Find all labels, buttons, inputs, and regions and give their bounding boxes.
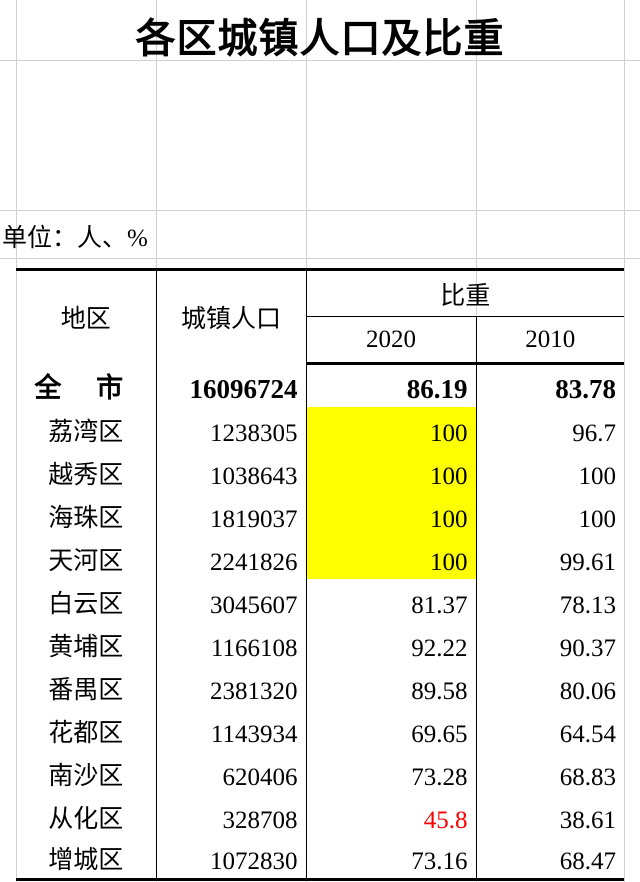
cell-p2010: 99.61 [476, 536, 624, 579]
cell-region: 黄埔区 [16, 622, 156, 665]
cell-population: 3045607 [156, 579, 306, 622]
cell-p2020: 100 [306, 450, 476, 493]
cell-p2020: 73.16 [306, 837, 476, 880]
header-row-1: 地区 城镇人口 比重 [16, 270, 624, 317]
table-row: 越秀区1038643100100 [16, 450, 624, 493]
cell-p2010: 80.06 [476, 665, 624, 708]
col-header-2010: 2010 [476, 317, 624, 364]
total-row: 全 市 16096724 86.19 83.78 [16, 364, 624, 407]
cell-p2020: 89.58 [306, 665, 476, 708]
cell-p2020: 100 [306, 407, 476, 450]
cell-population: 328708 [156, 794, 306, 837]
cell-region: 南沙区 [16, 751, 156, 794]
cell-region: 越秀区 [16, 450, 156, 493]
total-population: 16096724 [156, 364, 306, 407]
data-table: 地区 城镇人口 比重 2020 2010 全 市 16096724 86.19 … [16, 268, 624, 881]
cell-p2010: 68.83 [476, 751, 624, 794]
cell-region: 海珠区 [16, 493, 156, 536]
total-p2020: 86.19 [306, 364, 476, 407]
cell-p2010: 38.61 [476, 794, 624, 837]
cell-region: 从化区 [16, 794, 156, 837]
cell-population: 1238305 [156, 407, 306, 450]
table-row: 荔湾区123830510096.7 [16, 407, 624, 450]
cell-population: 2241826 [156, 536, 306, 579]
page-title: 各区城镇人口及比重 [0, 6, 640, 64]
cell-p2020: 100 [306, 536, 476, 579]
cell-population: 2381320 [156, 665, 306, 708]
cell-p2010: 96.7 [476, 407, 624, 450]
cell-p2010: 100 [476, 493, 624, 536]
col-header-region: 地区 [16, 270, 156, 364]
cell-p2020: 45.8 [306, 794, 476, 837]
cell-p2020: 100 [306, 493, 476, 536]
cell-p2010: 90.37 [476, 622, 624, 665]
cell-region: 番禺区 [16, 665, 156, 708]
spreadsheet-sheet: 各区城镇人口及比重 单位：人、% 地区 城镇人口 比重 2020 2010 全 … [0, 0, 640, 882]
table-row: 黄埔区116610892.2290.37 [16, 622, 624, 665]
cell-region: 增城区 [16, 837, 156, 880]
total-p2010: 83.78 [476, 364, 624, 407]
cell-population: 1819037 [156, 493, 306, 536]
cell-p2010: 78.13 [476, 579, 624, 622]
cell-region: 花都区 [16, 708, 156, 751]
unit-label: 单位：人、% [2, 218, 148, 254]
col-header-ratio: 比重 [306, 270, 624, 317]
cell-p2010: 64.54 [476, 708, 624, 751]
cell-p2010: 68.47 [476, 837, 624, 880]
col-header-population: 城镇人口 [156, 270, 306, 364]
col-header-2020: 2020 [306, 317, 476, 364]
table-row: 南沙区62040673.2868.83 [16, 751, 624, 794]
cell-population: 1072830 [156, 837, 306, 880]
table-row: 天河区224182610099.61 [16, 536, 624, 579]
table-row: 从化区32870845.838.61 [16, 794, 624, 837]
cell-population: 620406 [156, 751, 306, 794]
table-row: 番禺区238132089.5880.06 [16, 665, 624, 708]
cell-region: 白云区 [16, 579, 156, 622]
cell-region: 天河区 [16, 536, 156, 579]
cell-p2020: 92.22 [306, 622, 476, 665]
table-row: 增城区107283073.1668.47 [16, 837, 624, 880]
cell-population: 1166108 [156, 622, 306, 665]
cell-region: 荔湾区 [16, 407, 156, 450]
cell-p2020: 69.65 [306, 708, 476, 751]
cell-population: 1143934 [156, 708, 306, 751]
table-row: 花都区114393469.6564.54 [16, 708, 624, 751]
cell-p2020: 81.37 [306, 579, 476, 622]
cell-p2010: 100 [476, 450, 624, 493]
data-table-wrapper: 地区 城镇人口 比重 2020 2010 全 市 16096724 86.19 … [16, 268, 624, 881]
table-row: 白云区304560781.3778.13 [16, 579, 624, 622]
table-row: 海珠区1819037100100 [16, 493, 624, 536]
total-region: 全 市 [16, 364, 156, 407]
cell-population: 1038643 [156, 450, 306, 493]
cell-p2020: 73.28 [306, 751, 476, 794]
